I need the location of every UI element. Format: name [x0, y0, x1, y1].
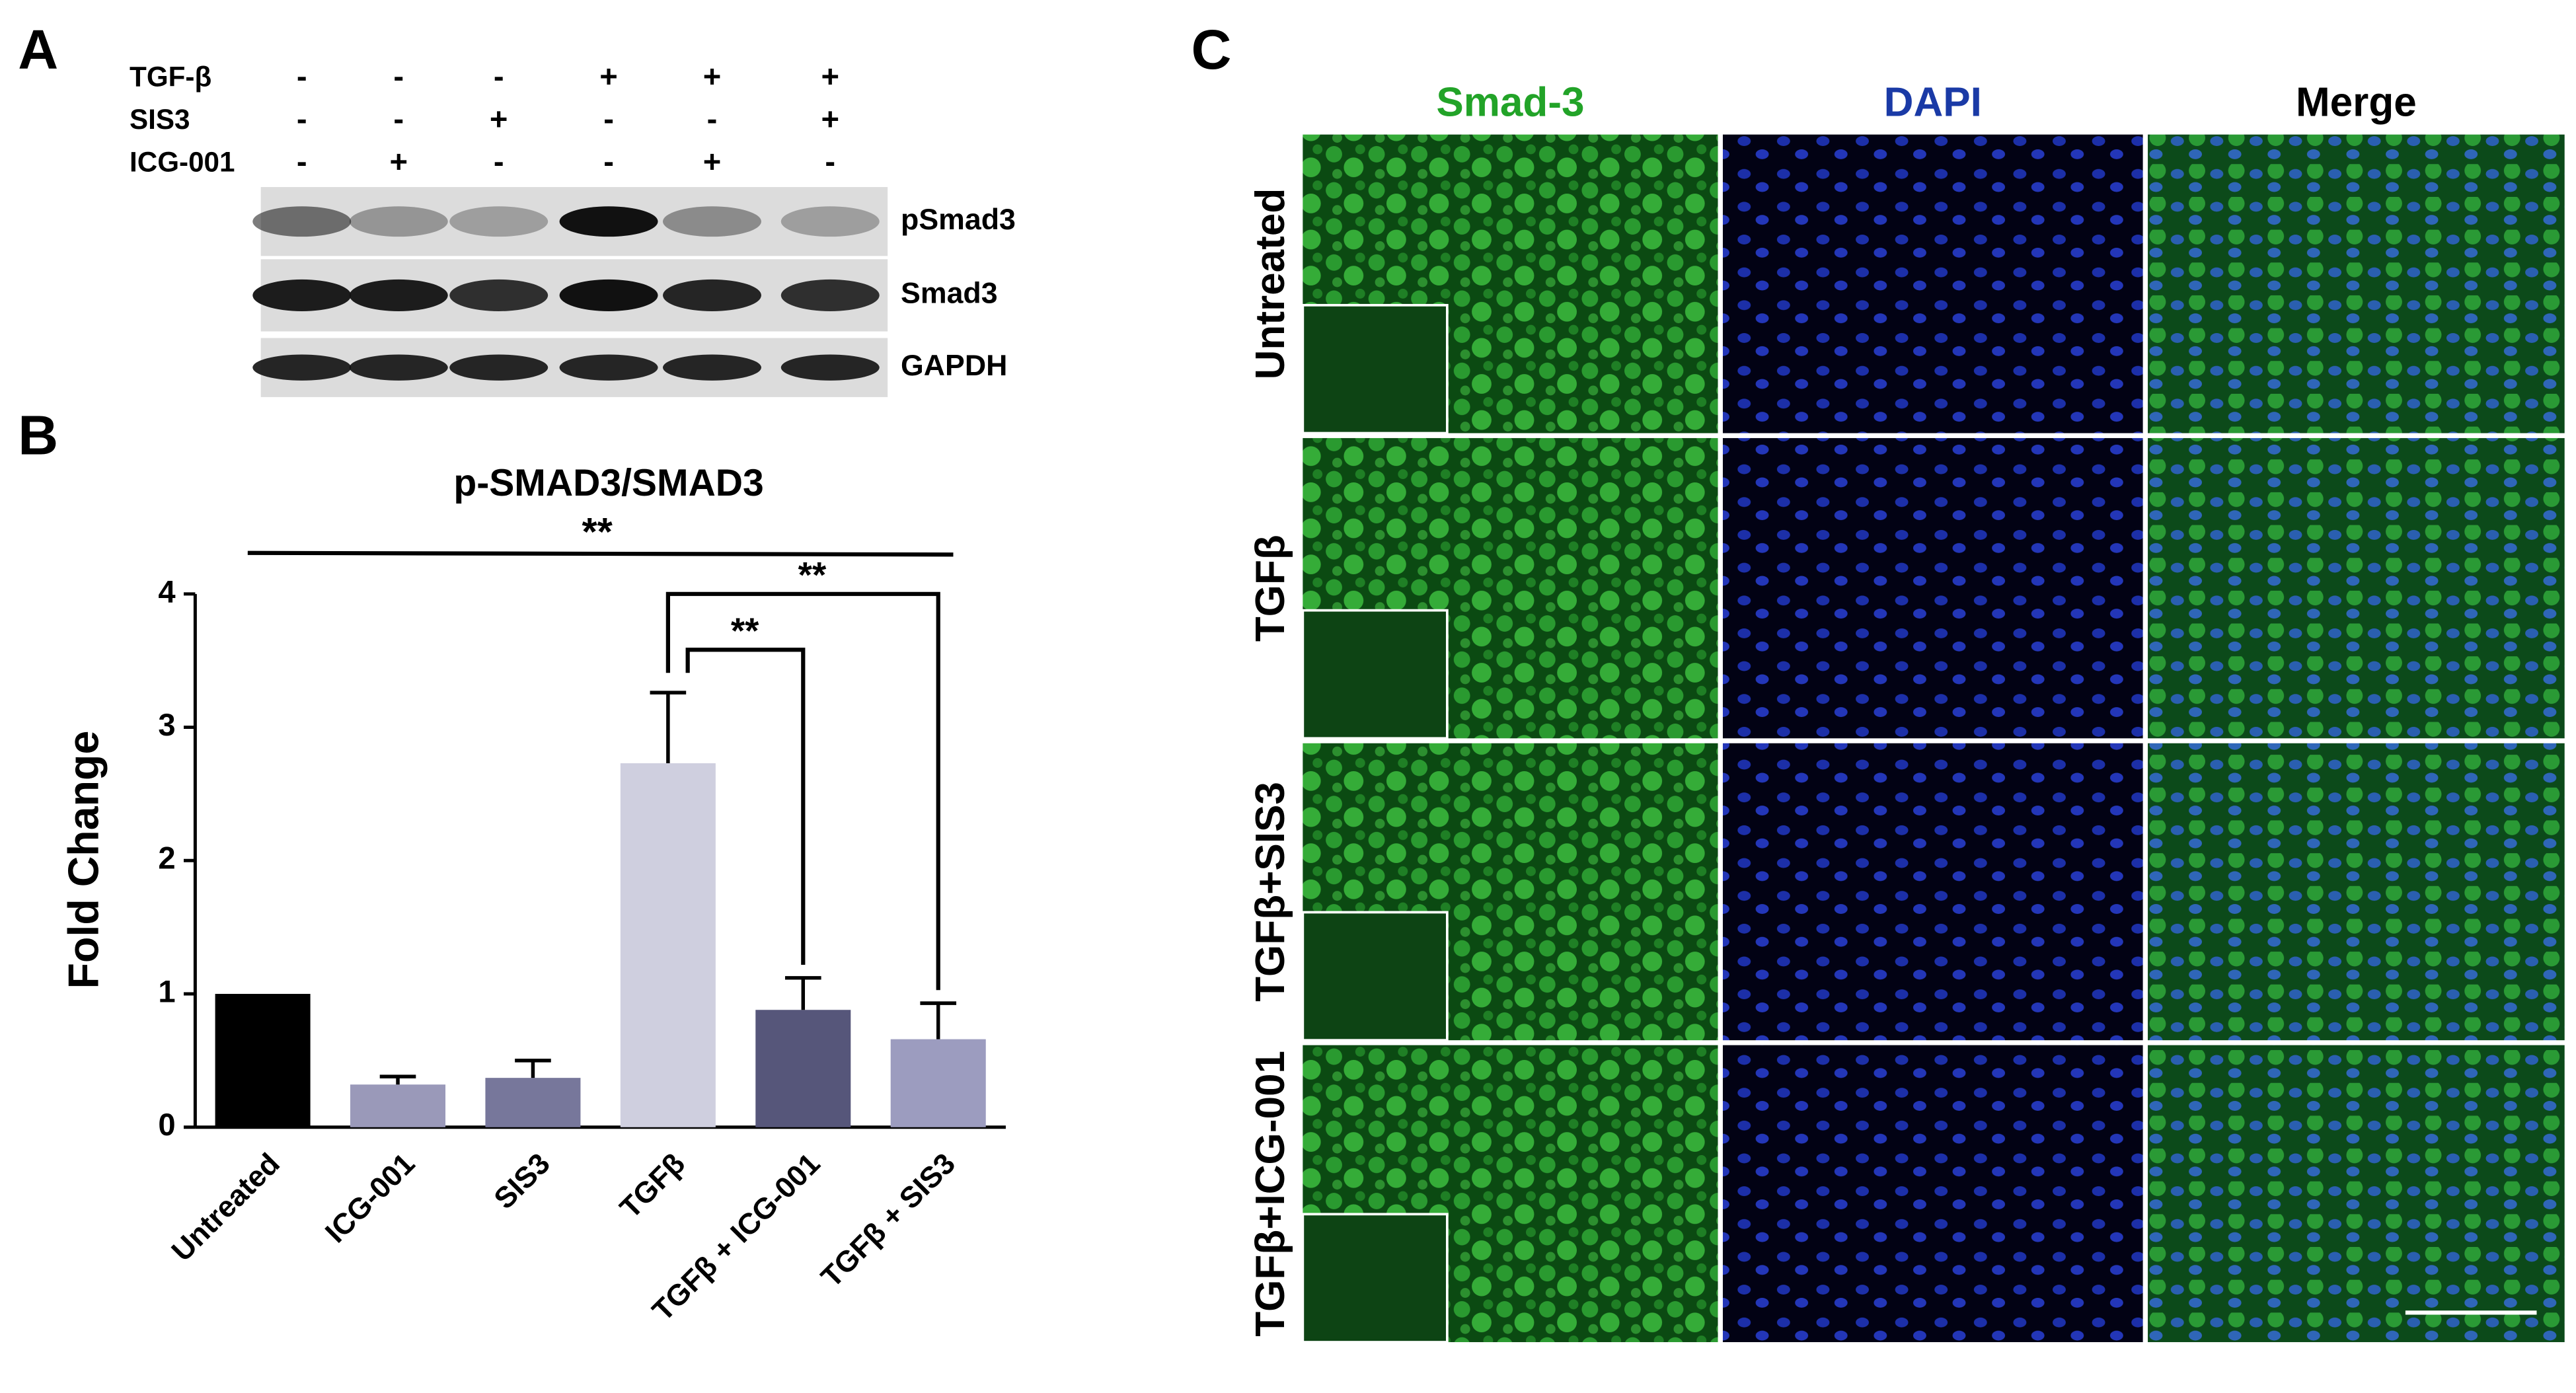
sign: - [393, 59, 404, 94]
bar [620, 763, 716, 1127]
sign: - [603, 101, 614, 136]
micrograph [1722, 437, 2143, 739]
blot-band [559, 279, 658, 311]
condition-label: TGF-β [130, 61, 211, 92]
micrograph [1722, 134, 2143, 433]
blot-band [663, 279, 761, 311]
sign: + [490, 101, 508, 136]
row-label: TGFβ+SIS3 [1248, 782, 1293, 1002]
micrograph [2148, 437, 2565, 739]
sign: - [297, 101, 307, 136]
x-tick-label: Untreated [166, 1147, 286, 1267]
inset [1301, 911, 1449, 1042]
sign: + [703, 59, 722, 94]
column-label: DAPI [1884, 79, 1982, 125]
blot-band [349, 354, 448, 381]
band-label: Smad3 [901, 278, 998, 310]
bar [485, 1078, 581, 1127]
row-label: TGFβ [1248, 535, 1293, 642]
blot-band [559, 354, 658, 381]
sign: - [825, 144, 835, 179]
sig-bracket [665, 591, 940, 991]
panel-label: A [18, 19, 58, 81]
inset [1301, 1213, 1449, 1343]
column-label: Smad-3 [1436, 79, 1584, 125]
blot-band [780, 206, 880, 237]
y-tick-label: 3 [158, 707, 175, 742]
sign: - [297, 59, 307, 94]
sign: - [707, 101, 718, 136]
blot-band [252, 279, 352, 311]
error-bar [515, 1059, 551, 1078]
sig-line [247, 550, 954, 557]
y-tick-label: 0 [158, 1107, 175, 1142]
annotation: ** [731, 611, 759, 651]
blot-band [449, 354, 549, 381]
x-tick-label: TGFβ + SIS3 [815, 1147, 962, 1294]
band-label: pSmad3 [901, 204, 1016, 236]
blot-band [349, 206, 448, 237]
annotation: ** [798, 554, 827, 595]
error-bar [379, 1074, 416, 1085]
sign: + [389, 144, 408, 179]
panel-label: B [18, 404, 58, 467]
blot-band [252, 354, 352, 381]
blot-band [349, 279, 448, 311]
bar [350, 1084, 446, 1127]
sign: - [494, 144, 504, 179]
blot-band [663, 354, 761, 381]
inset [1301, 609, 1449, 740]
micrograph [2148, 743, 2565, 1041]
sign: - [393, 101, 404, 136]
sign: - [297, 144, 307, 179]
bar [215, 994, 311, 1127]
error-bar [784, 976, 821, 1010]
error-bar [650, 691, 687, 764]
sign: + [703, 144, 722, 179]
x-tick-label: TGFβ [614, 1147, 691, 1224]
condition-label: ICG-001 [130, 146, 235, 177]
y-tick-label: 4 [158, 574, 175, 609]
blot-band [780, 354, 880, 381]
micrograph [2148, 1045, 2565, 1343]
blot-band [663, 206, 761, 237]
band-label: GAPDH [901, 350, 1007, 382]
sign: - [603, 144, 614, 179]
annotation: ** [582, 509, 613, 554]
sign: - [494, 59, 504, 94]
blot-band [780, 279, 880, 311]
x-tick-label: ICG-001 [319, 1147, 421, 1249]
micrograph [1722, 743, 2143, 1041]
sign: + [821, 101, 839, 136]
inset [1301, 303, 1449, 435]
error-bar [920, 1001, 957, 1039]
y-axis-label: Fold Change [60, 731, 108, 989]
blot-band [449, 279, 549, 311]
blot-band [449, 206, 549, 237]
blot-band [559, 206, 658, 237]
row-label: TGFβ+ICG-001 [1248, 1051, 1293, 1337]
bar [890, 1039, 986, 1127]
sign: + [599, 59, 618, 94]
sign: + [821, 59, 839, 94]
panel-label: C [1192, 19, 1232, 81]
sig-bracket [685, 648, 806, 965]
blot-band [252, 206, 352, 237]
chart-title: p-SMAD3/SMAD3 [453, 462, 763, 504]
row-label: Untreated [1248, 188, 1293, 380]
micrograph [1722, 1045, 2143, 1343]
bar [755, 1010, 851, 1127]
y-tick-label: 1 [158, 973, 175, 1008]
micrograph [2148, 134, 2565, 433]
x-tick-label: SIS3 [488, 1147, 556, 1215]
condition-label: SIS3 [130, 104, 190, 135]
y-tick-label: 2 [158, 841, 175, 876]
column-label: Merge [2296, 79, 2417, 125]
